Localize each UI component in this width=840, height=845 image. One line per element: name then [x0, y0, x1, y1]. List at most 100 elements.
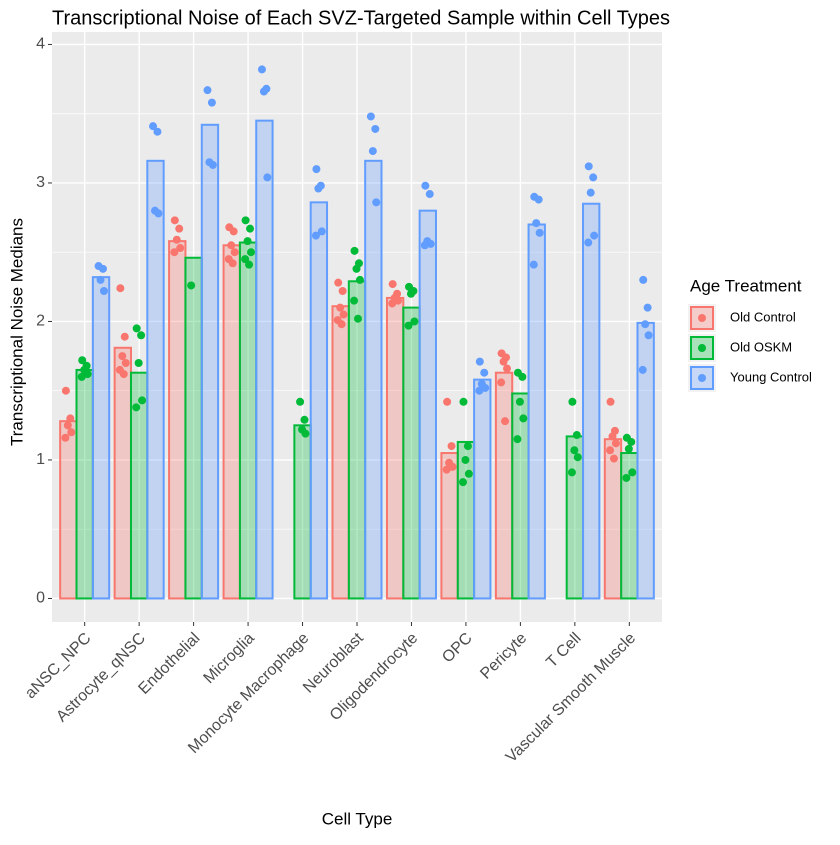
legend-point	[698, 374, 706, 382]
data-point	[119, 370, 128, 379]
data-point	[338, 286, 347, 295]
y-tick-label: 4	[36, 36, 45, 53]
data-point	[568, 397, 577, 406]
data-point	[352, 264, 361, 273]
bar	[255, 119, 274, 600]
data-point	[534, 195, 543, 204]
data-point	[443, 397, 452, 406]
data-point	[257, 65, 266, 74]
bar	[527, 223, 546, 600]
bar	[440, 452, 459, 600]
data-point	[246, 224, 255, 233]
y-axis-title: Transcriptional Noise Medians	[7, 218, 26, 446]
bar	[222, 244, 241, 600]
bar	[347, 280, 367, 600]
data-point	[77, 372, 86, 381]
data-point	[61, 433, 70, 442]
data-point	[229, 227, 238, 236]
data-point	[61, 386, 70, 395]
x-tick-label: Microglia	[201, 630, 258, 687]
data-point	[350, 296, 359, 305]
data-point	[203, 86, 212, 95]
data-point	[535, 228, 544, 237]
data-point	[611, 439, 620, 448]
data-point	[243, 237, 252, 246]
legend-point	[698, 314, 706, 322]
data-point	[241, 216, 250, 225]
data-point	[63, 421, 72, 430]
bar	[200, 123, 220, 600]
data-point	[228, 259, 237, 268]
data-point	[334, 278, 343, 287]
data-point	[67, 428, 76, 437]
y-tick-label: 0	[36, 590, 45, 607]
bar	[91, 276, 111, 600]
data-point	[118, 352, 127, 361]
data-point	[609, 454, 618, 463]
bar	[168, 240, 187, 600]
data-point	[154, 209, 163, 218]
data-point	[567, 468, 576, 477]
data-point	[259, 87, 268, 96]
bar	[418, 209, 437, 600]
data-point	[447, 442, 456, 451]
bar	[402, 306, 421, 600]
data-point	[606, 397, 615, 406]
x-tick-label: OPC	[439, 630, 476, 667]
legend-point	[698, 344, 706, 352]
data-point	[187, 281, 196, 290]
bar	[59, 420, 78, 600]
bar	[582, 202, 601, 600]
data-point	[513, 435, 522, 444]
data-point	[371, 124, 380, 133]
data-point	[116, 284, 125, 293]
x-tick-label: T Cell	[543, 630, 584, 671]
data-point	[639, 275, 648, 284]
data-point	[404, 321, 413, 330]
data-point	[464, 469, 473, 478]
bar	[309, 201, 329, 600]
data-point	[410, 317, 419, 326]
data-point	[586, 188, 595, 197]
data-point	[606, 446, 615, 455]
data-point	[624, 444, 633, 453]
data-point	[608, 432, 617, 441]
data-point	[584, 238, 593, 247]
bar	[494, 371, 514, 600]
data-point	[463, 442, 472, 451]
y-tick-label: 1	[36, 451, 45, 468]
bar	[603, 438, 623, 600]
bar	[511, 392, 530, 600]
data-point	[372, 198, 381, 207]
data-point	[480, 368, 489, 377]
data-point	[475, 357, 484, 366]
y-tick-label: 2	[36, 313, 45, 330]
data-point	[519, 414, 528, 423]
data-point	[78, 356, 87, 365]
data-point	[368, 147, 377, 156]
data-point	[388, 299, 397, 308]
data-point	[134, 359, 143, 368]
data-point	[120, 332, 129, 341]
bar	[636, 321, 655, 600]
data-point	[99, 286, 108, 295]
bar	[385, 296, 405, 600]
data-point	[529, 260, 538, 269]
bar	[293, 424, 312, 600]
data-point	[638, 365, 647, 374]
data-point	[502, 364, 511, 373]
data-point	[515, 397, 524, 406]
data-point	[208, 160, 217, 169]
data-point	[406, 289, 415, 298]
data-point	[461, 455, 470, 464]
data-point	[584, 162, 593, 171]
data-point	[170, 216, 179, 225]
data-point	[501, 417, 510, 426]
data-point	[643, 303, 652, 312]
y-tick-label: 3	[36, 174, 45, 191]
bar	[364, 159, 383, 600]
data-point	[245, 260, 254, 269]
data-point	[572, 431, 581, 440]
data-point	[628, 468, 637, 477]
